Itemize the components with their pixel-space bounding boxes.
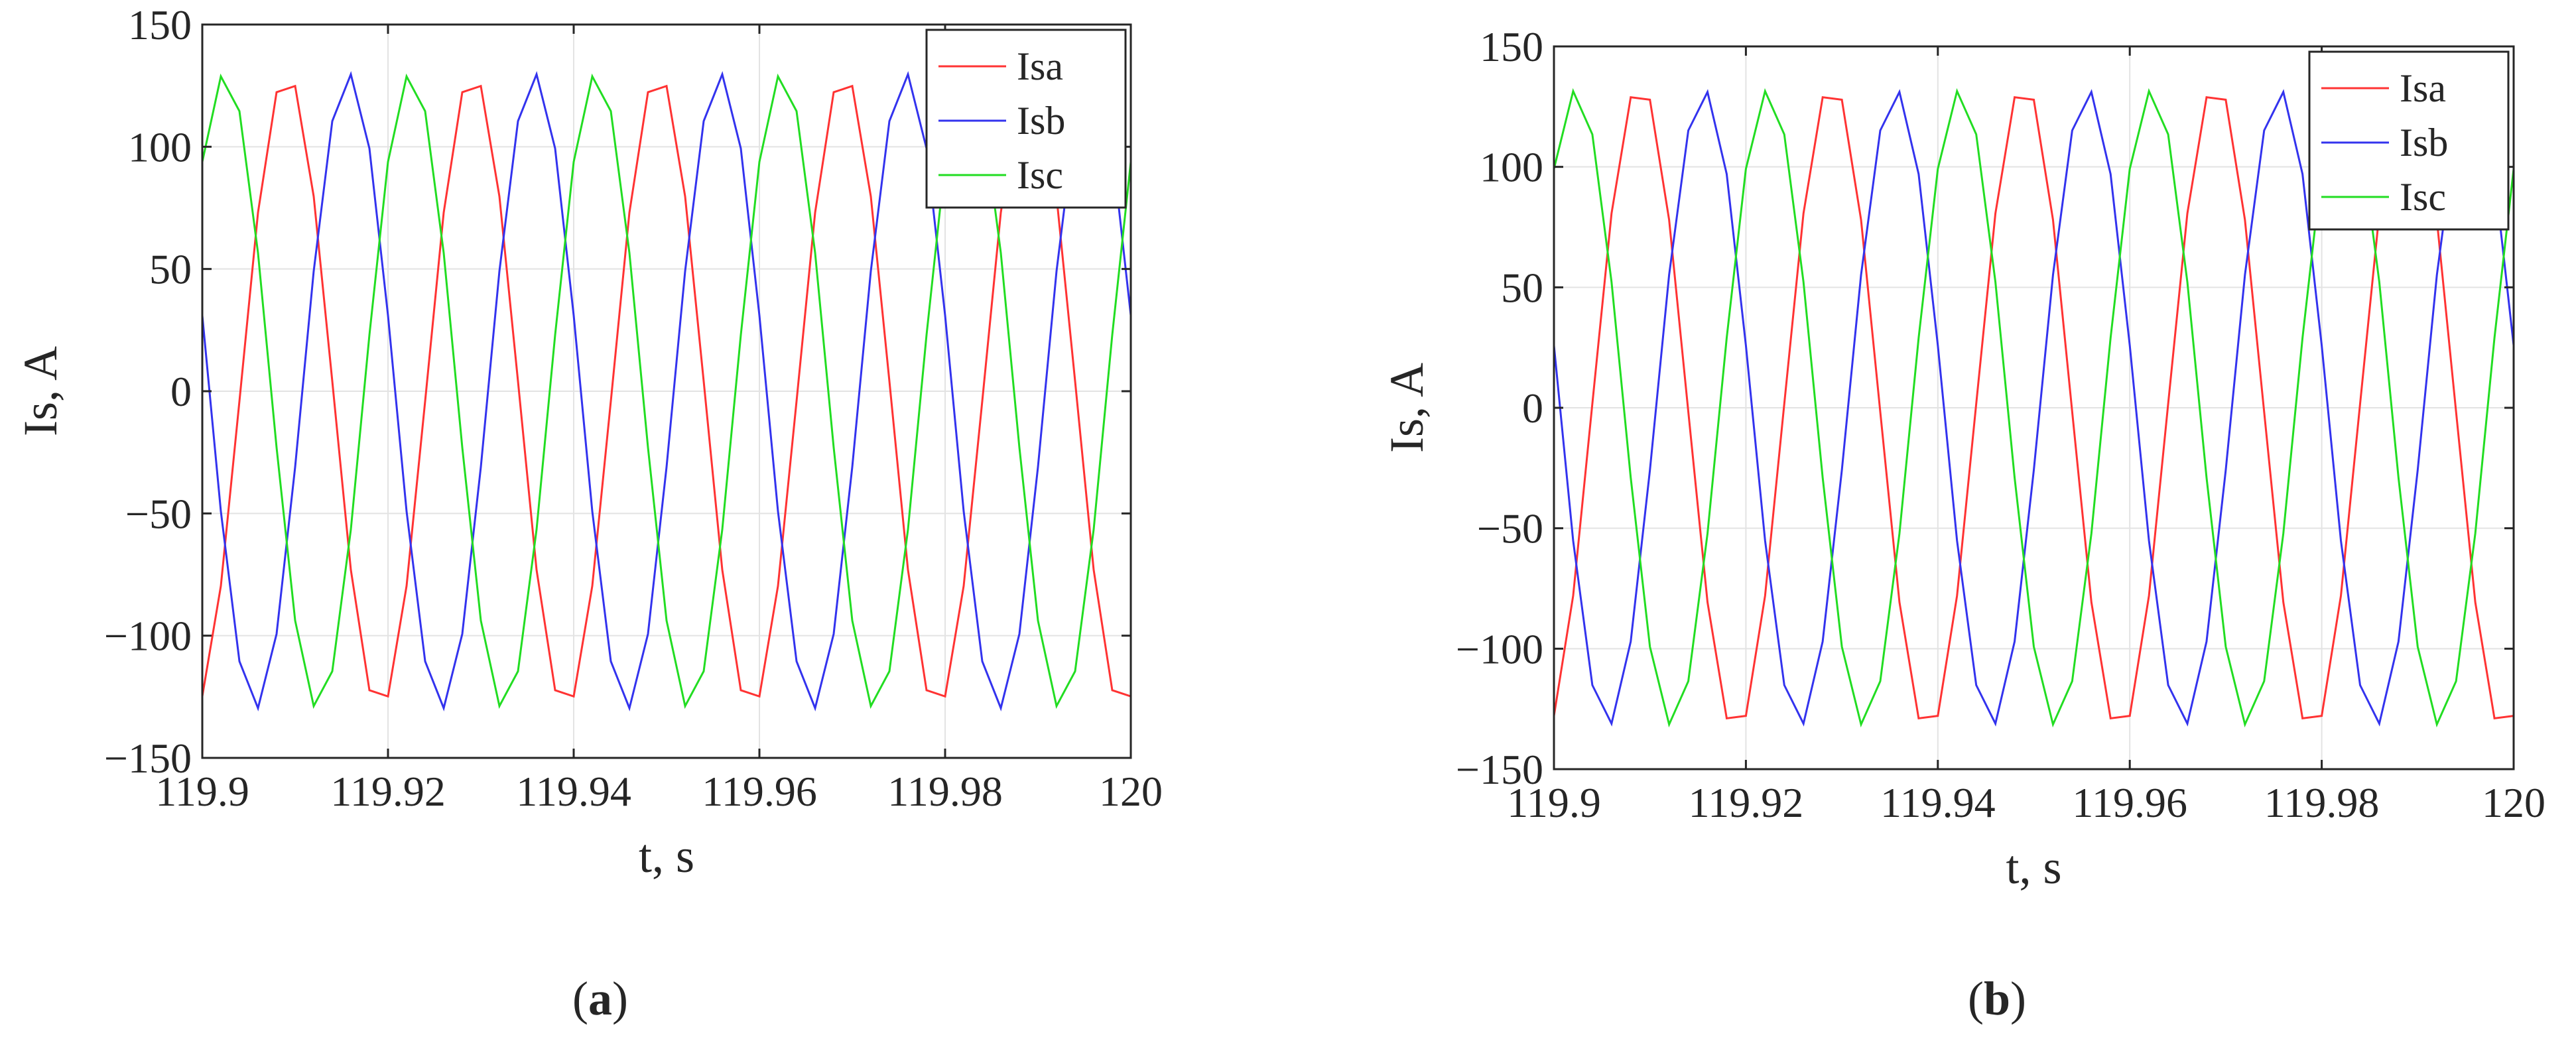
legend-label-isa: Isa bbox=[2400, 66, 2446, 110]
x-tick-label: 119.94 bbox=[516, 768, 631, 815]
x-tick-label: 119.96 bbox=[702, 768, 817, 815]
y-tick-label: 50 bbox=[149, 246, 192, 293]
y-tick-label: −50 bbox=[1477, 505, 1543, 552]
x-tick-label: 119.92 bbox=[1689, 779, 1804, 826]
y-tick-label: −100 bbox=[1456, 625, 1543, 672]
legend-label-isc: Isc bbox=[2400, 175, 2446, 219]
y-axis-label: Is, A bbox=[1380, 363, 1433, 453]
legend-label-isb: Isb bbox=[2400, 121, 2448, 164]
y-tick-label: 0 bbox=[170, 368, 192, 415]
legend-box bbox=[2308, 50, 2510, 231]
series-line-isa bbox=[202, 84, 1131, 698]
chart-panel-b: 119.9 119.92 119.94 119.96 119.98 120 150 100 50… bbox=[1380, 23, 2545, 1025]
x-tick-label: 119.98 bbox=[887, 768, 1003, 815]
caption-part: ) bbox=[2010, 972, 2026, 1025]
y-tick-label: −50 bbox=[125, 490, 192, 537]
y-tick-label: −150 bbox=[1456, 746, 1543, 793]
legend-label-isa: Isa bbox=[1017, 44, 1063, 88]
legend: Isa Isb Isc bbox=[2308, 50, 2510, 231]
y-tick-label: −100 bbox=[104, 613, 192, 660]
caption-part: ( bbox=[1968, 972, 1984, 1025]
caption-part: b bbox=[1984, 972, 2010, 1025]
x-tick-label: 119.94 bbox=[1880, 779, 1996, 826]
legend-box bbox=[925, 29, 1127, 209]
x-axis-label: t, s bbox=[639, 830, 694, 883]
legend: Isa Isb Isc bbox=[925, 29, 1127, 209]
y-tick-label: 150 bbox=[1480, 23, 1543, 70]
legend-label-isb: Isb bbox=[1017, 99, 1065, 143]
x-tick-label: 120 bbox=[2482, 779, 2545, 826]
x-tick-label: 119.9 bbox=[155, 768, 249, 815]
y-axis-label: Is, A bbox=[14, 346, 67, 436]
panel-caption: (b) bbox=[1968, 972, 2026, 1025]
y-tick-label: 100 bbox=[128, 123, 192, 170]
y-tick-label: 50 bbox=[1501, 264, 1543, 311]
x-tick-label: 119.9 bbox=[1507, 779, 1601, 826]
y-tick-label: 150 bbox=[128, 1, 192, 48]
legend-label-isc: Isc bbox=[1017, 153, 1063, 197]
y-tick-label: 0 bbox=[1522, 385, 1543, 432]
caption-part: a bbox=[588, 972, 612, 1025]
caption-part: ) bbox=[612, 972, 628, 1025]
x-tick-label: 119.92 bbox=[330, 768, 446, 815]
x-tick-label: 120 bbox=[1099, 768, 1163, 815]
caption-part: ( bbox=[572, 972, 588, 1025]
series-line-isa bbox=[1554, 96, 2514, 719]
x-tick-label: 119.96 bbox=[2072, 779, 2187, 826]
y-tick-label: 100 bbox=[1480, 144, 1543, 191]
x-tick-label: 119.98 bbox=[2264, 779, 2380, 826]
x-axis-label: t, s bbox=[2006, 841, 2061, 894]
y-tick-label: −150 bbox=[104, 735, 192, 782]
panel-caption: (a) bbox=[572, 972, 628, 1025]
series-line-isb bbox=[202, 71, 1131, 711]
chart-panel-a: 119.9 119.92 119.94 119.96 119.98 120 150 100 50… bbox=[14, 1, 1163, 1025]
series-line-isb bbox=[1554, 89, 2514, 727]
